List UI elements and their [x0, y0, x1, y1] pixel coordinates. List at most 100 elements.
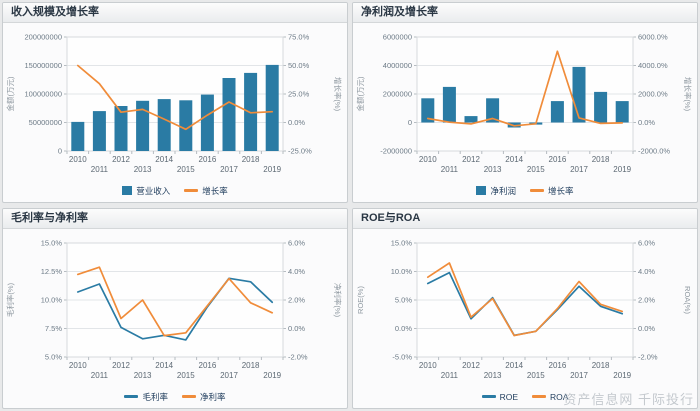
line-swatch-icon: [182, 395, 196, 398]
svg-text:7.5%: 7.5%: [45, 324, 62, 333]
svg-text:4.0%: 4.0%: [288, 267, 305, 276]
svg-text:2015: 2015: [527, 371, 545, 380]
svg-text:2015: 2015: [177, 165, 195, 174]
chart-svg: 0 -25.0% 50000000 0.0% 100000000 25.0% 1500000…: [5, 33, 343, 175]
svg-text:毛利率(%): 毛利率(%): [5, 282, 15, 317]
panel-margin-rates: 毛利率与净利率 5.0% -2.0% 7.5% 0.0% 10.0% 2.0% 12.5% 4…: [2, 208, 348, 409]
svg-text:2017: 2017: [220, 371, 238, 380]
svg-text:2016: 2016: [549, 155, 567, 164]
svg-text:4000000: 4000000: [383, 61, 412, 70]
svg-text:2012: 2012: [462, 361, 480, 370]
legend-label: 增长率: [548, 185, 574, 196]
chart-margin-rates: 5.0% -2.0% 7.5% 0.0% 10.0% 2.0% 12.5% 4.0% 15.0%…: [3, 229, 347, 386]
legend-item-line[interactable]: ROA: [532, 392, 568, 402]
svg-text:2016: 2016: [199, 155, 217, 164]
svg-text:2017: 2017: [220, 165, 238, 174]
svg-text:2012: 2012: [112, 361, 130, 370]
line-swatch-icon: [124, 395, 139, 398]
svg-text:2018: 2018: [242, 155, 260, 164]
chart-roe-roa: -5.0% -2.0% 0.0% 0.0% 5.0% 2.0% 10.0% 4.0% 15.0%…: [353, 229, 697, 386]
svg-text:2014: 2014: [155, 361, 173, 370]
chart-net-profit-growth: -2000000 -2000.0% 0 0.0% 2000000 2000.0% 40000…: [353, 23, 697, 180]
svg-text:2015: 2015: [527, 165, 545, 174]
legend-item-line[interactable]: 增长率: [530, 185, 574, 197]
svg-text:-2000000: -2000000: [380, 147, 412, 156]
svg-text:2015: 2015: [177, 371, 195, 380]
legend-item-line[interactable]: ROE: [481, 391, 518, 402]
svg-text:0: 0: [408, 118, 412, 127]
svg-text:-2000.0%: -2000.0%: [638, 147, 670, 156]
legend-item-line[interactable]: 增长率: [184, 185, 228, 197]
legend-label: 净利率: [200, 391, 226, 402]
svg-text:增长率(%): 增长率(%): [333, 77, 343, 112]
legend-item-bar[interactable]: 净利润: [476, 185, 516, 197]
chart-svg: -2000000 -2000.0% 0 0.0% 2000000 2000.0% 40000…: [355, 33, 693, 175]
svg-text:2019: 2019: [613, 165, 631, 174]
svg-text:2018: 2018: [592, 361, 610, 370]
svg-text:2016: 2016: [549, 361, 567, 370]
svg-text:-5.0%: -5.0%: [392, 353, 412, 362]
panel-title-net-profit-growth: 净利润及增长率: [353, 3, 697, 23]
svg-text:25.0%: 25.0%: [288, 90, 310, 99]
svg-text:10.0%: 10.0%: [41, 296, 63, 305]
svg-text:2013: 2013: [134, 371, 152, 380]
legend-label: ROA: [550, 391, 569, 402]
svg-text:6.0%: 6.0%: [288, 239, 305, 248]
svg-text:2019: 2019: [263, 371, 281, 380]
svg-text:增长率(%): 增长率(%): [683, 77, 693, 112]
svg-text:2000.0%: 2000.0%: [638, 90, 668, 99]
svg-text:2019: 2019: [613, 371, 631, 380]
svg-text:12.5%: 12.5%: [41, 267, 63, 276]
svg-text:75.0%: 75.0%: [288, 33, 310, 42]
legend-net-profit-growth: 净利润 增长率: [353, 180, 697, 201]
bar-swatch-icon: [122, 186, 133, 195]
svg-text:0.0%: 0.0%: [288, 118, 305, 127]
svg-text:50.0%: 50.0%: [288, 61, 310, 70]
legend-item-line[interactable]: 净利率: [182, 391, 226, 403]
svg-text:2016: 2016: [199, 361, 217, 370]
svg-text:150000000: 150000000: [24, 61, 62, 70]
svg-text:2010: 2010: [69, 361, 87, 370]
svg-text:2011: 2011: [91, 371, 109, 380]
svg-text:ROA(%): ROA(%): [683, 286, 692, 314]
svg-text:2011: 2011: [441, 371, 459, 380]
svg-text:100000000: 100000000: [24, 90, 62, 99]
svg-text:金额(万元): 金额(万元): [5, 76, 15, 111]
svg-text:15.0%: 15.0%: [391, 239, 413, 248]
svg-text:2011: 2011: [91, 165, 109, 174]
svg-text:0: 0: [58, 147, 62, 156]
svg-text:2010: 2010: [69, 155, 87, 164]
panel-title-roe-roa: ROE与ROA: [353, 209, 697, 229]
line-swatch-icon: [184, 189, 199, 192]
svg-text:-2.0%: -2.0%: [638, 353, 658, 362]
svg-text:5.0%: 5.0%: [395, 296, 412, 305]
svg-text:2012: 2012: [462, 155, 480, 164]
svg-text:2014: 2014: [505, 361, 523, 370]
svg-text:2017: 2017: [570, 165, 588, 174]
svg-text:-2.0%: -2.0%: [288, 353, 308, 362]
svg-text:0.0%: 0.0%: [288, 324, 305, 333]
legend-roe-roa: ROE ROA: [353, 386, 697, 407]
legend-item-bar[interactable]: 营业收入: [122, 185, 170, 197]
svg-text:6000000: 6000000: [383, 33, 412, 42]
legend-label: 营业收入: [136, 185, 171, 196]
svg-text:10.0%: 10.0%: [391, 267, 413, 276]
legend-label: 净利润: [490, 185, 516, 196]
svg-text:2014: 2014: [155, 155, 173, 164]
svg-text:15.0%: 15.0%: [41, 239, 63, 248]
legend-label: ROE: [499, 391, 518, 402]
svg-text:2018: 2018: [592, 155, 610, 164]
legend-item-line[interactable]: 毛利率: [124, 391, 168, 403]
bar-swatch-icon: [476, 186, 487, 195]
legend-revenue-growth: 营业收入 增长率: [3, 180, 347, 201]
chart-svg: -5.0% -2.0% 0.0% 0.0% 5.0% 2.0% 10.0% 4.0% 15.0%…: [356, 239, 692, 381]
panel-title-margin-rates: 毛利率与净利率: [3, 209, 347, 229]
svg-text:200000000: 200000000: [24, 33, 62, 42]
legend-label: 增长率: [202, 185, 228, 196]
panel-net-profit-growth: 净利润及增长率 -2000000 -2000.0% 0 0.0% 2000000 2000…: [352, 2, 698, 203]
svg-text:50000000: 50000000: [29, 118, 62, 127]
svg-text:6.0%: 6.0%: [638, 239, 655, 248]
svg-text:0.0%: 0.0%: [638, 324, 655, 333]
svg-text:2000000: 2000000: [383, 90, 412, 99]
